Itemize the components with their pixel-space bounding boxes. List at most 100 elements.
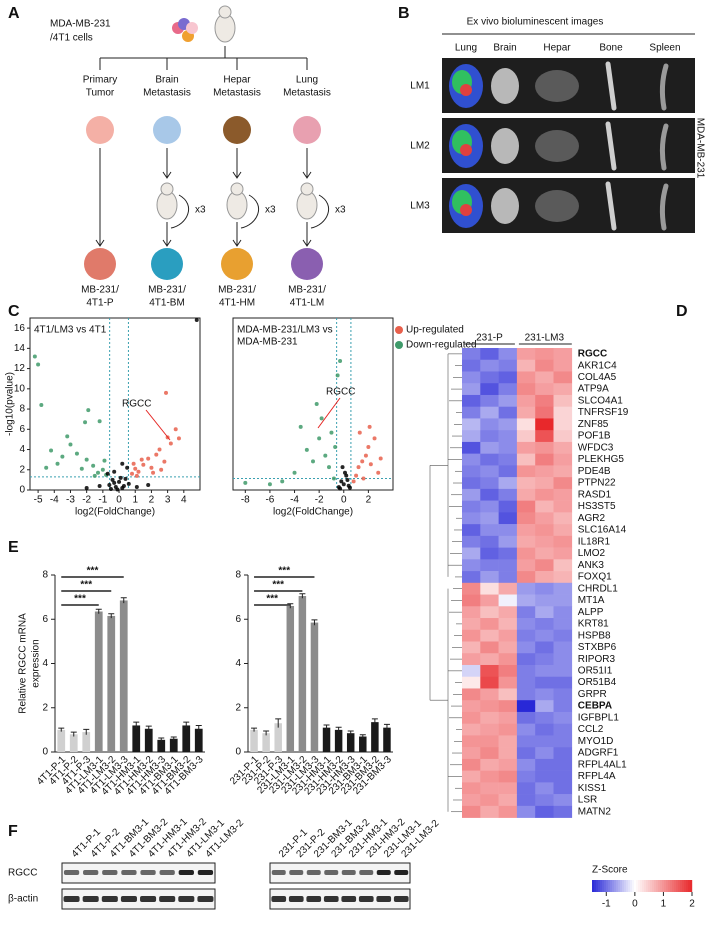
heat-cell [535,488,554,501]
bar [274,723,282,752]
heat-cell [498,794,518,807]
gene-label: SLCO4A1 [578,395,623,406]
point [105,471,110,476]
result-label: 4T1-LM [290,298,324,309]
significance-label: *** [74,594,86,605]
heat-cell [462,782,481,795]
bar [169,738,178,752]
hepar-image [535,70,579,102]
bar [157,739,166,752]
x-tick-label: -3 [66,495,75,506]
mouse-head [230,182,244,196]
repeat-arrow [240,194,260,229]
heat-cell [498,371,518,384]
heat-cell [553,430,573,443]
colorbar-segment [624,880,627,892]
heat-cell [516,782,536,795]
heat-cell [498,477,518,490]
y-tick-label: 2 [19,464,25,475]
x-tick-label: 0 [341,495,347,506]
heat-cell [516,629,536,642]
error-bar [170,736,177,741]
heat-cell [535,794,554,807]
heat-cell [498,747,518,760]
point [92,473,97,478]
colorbar-segment [670,880,673,892]
band [358,896,374,902]
heat-cell [480,653,499,666]
heat-cell [498,453,518,466]
tissue-icon [293,116,321,144]
legend-label: Down-regulated [406,340,477,351]
point [44,465,49,470]
point [361,476,366,481]
point [329,430,334,435]
heat-cell [516,747,536,760]
blot-box [61,862,216,884]
gene-label: AKR1C4 [578,360,617,371]
heat-cell [553,394,573,407]
colorbar-segment [678,880,681,892]
x-axis-label: log2(FoldChange) [75,507,155,518]
bar [262,733,270,752]
point [319,416,324,421]
point [372,436,377,441]
heat-cell [462,794,481,807]
colorbar-segment [628,880,631,892]
error-bar [251,727,258,732]
point [323,453,328,458]
point [154,452,159,457]
point [292,470,297,475]
band [271,896,287,902]
gene-label: MATN2 [578,806,612,817]
colorbar-segment [632,880,635,892]
heat-cell [553,735,573,748]
point [339,479,344,484]
y-tick-label: 6 [42,614,48,625]
heat-cell [480,606,499,619]
heat-cell [553,453,573,466]
heat-cell [480,348,499,361]
point [112,469,117,474]
hepar-image [535,130,579,162]
plot-frame [232,317,394,491]
gene-label: MYO1D [578,736,614,747]
heat-cell [480,594,499,607]
error-bar [145,725,152,732]
x-tick-label: -4 [50,495,59,506]
heat-cell [462,747,481,760]
x-tick-label: 3 [165,495,171,506]
gene-label: IGFBPL1 [578,712,620,723]
error-bar [70,731,77,737]
heat-cell [535,406,554,419]
arrow-head [95,239,105,247]
point [340,465,345,470]
point [168,441,173,446]
colorbar-segment [622,880,625,892]
colorbar-segment [630,880,633,892]
heat-cell [462,477,481,490]
point [120,461,125,466]
heat-cell [516,723,536,736]
error-bar [347,730,354,736]
result-label: MB-231/ [218,285,256,296]
colorbar-segment [668,880,671,892]
heat-cell [498,535,518,548]
result-label: MB-231/ [288,285,326,296]
heat-cell [535,453,554,466]
x-tick-label: -8 [241,495,250,506]
heat-cell [462,371,481,384]
branch-label: Metastasis [143,88,191,99]
heat-cell [553,406,573,419]
point [157,447,162,452]
error-bar [195,724,202,733]
band [63,896,80,902]
point [367,424,372,429]
heat-cell [535,629,554,642]
arrow-head [162,171,172,179]
heat-cell [535,383,554,396]
panel-label: D [676,303,688,320]
branch-label: Primary [83,75,117,86]
heat-cell [516,805,536,818]
heat-cell [462,770,481,783]
